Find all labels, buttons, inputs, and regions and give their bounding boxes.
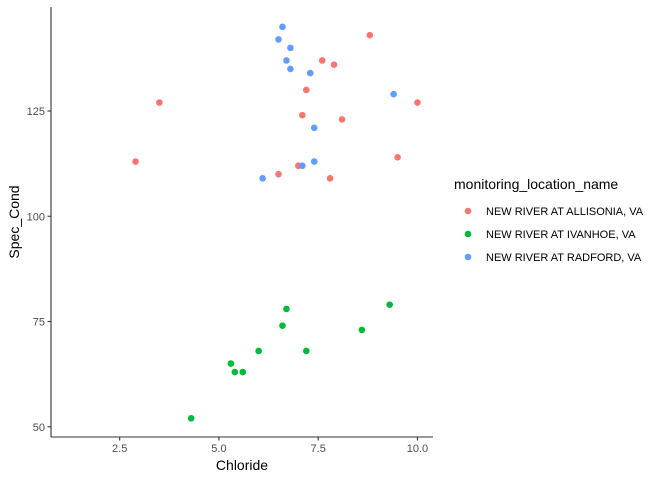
data-point [390,90,397,98]
data-point [358,326,366,334]
y-axis-title: Spec_Cond [6,185,22,258]
data-point [255,347,262,355]
data-point [366,31,374,39]
data-point [287,65,294,73]
data-point [299,111,306,119]
data-point [302,86,310,94]
data-point [279,322,286,330]
y-axis-ticks: 50 75 100 125 [27,106,51,434]
data-point [132,158,139,165]
data-point [330,61,338,68]
legend-label: NEW RIVER AT IVANHOE, VA [486,229,636,241]
data-point [283,57,290,64]
legend-key-dot [464,207,472,215]
y-tick-label: 75 [33,317,45,329]
x-tick-label: 2.5 [112,443,127,455]
legend-key-dot [464,253,472,261]
y-tick-label: 100 [27,211,45,223]
x-axis-ticks: 2.5 5.0 7.5 10.0 [112,437,428,455]
data-point [283,305,290,313]
legend-key-dot [464,230,472,238]
data-point [275,36,282,43]
data-point [156,99,163,106]
data-point [187,415,195,422]
data-point [239,368,247,376]
legend: monitoring_location_name NEW RIVER AT AL… [454,176,644,264]
x-tick-label: 5.0 [211,443,226,455]
data-point [259,175,266,182]
data-point [338,116,346,123]
data-point [386,301,393,308]
legend-item: NEW RIVER AT RADFORD, VA [464,252,642,264]
data-point [227,360,235,367]
x-tick-label: 10.0 [407,443,428,455]
data-point [394,154,401,161]
data-point [279,23,286,31]
data-point [299,162,306,170]
data-point [275,170,282,178]
legend-label: NEW RIVER AT RADFORD, VA [486,252,642,264]
data-point [310,124,318,132]
y-tick-label: 50 [33,422,45,434]
data-point [414,99,421,106]
plot-points [132,23,421,422]
data-point [302,347,310,355]
data-point [306,69,314,77]
y-tick-label: 125 [27,106,45,118]
x-tick-label: 7.5 [311,443,326,455]
data-point [318,57,326,64]
data-point [287,44,294,52]
x-axis-title: Chloride [216,457,268,473]
legend-title: monitoring_location_name [454,176,618,192]
legend-item: NEW RIVER AT ALLISONIA, VA [464,206,644,218]
data-point [231,368,239,376]
data-point [310,158,318,165]
legend-label: NEW RIVER AT ALLISONIA, VA [486,206,644,218]
legend-item: NEW RIVER AT IVANHOE, VA [464,229,636,241]
data-point [326,175,334,182]
